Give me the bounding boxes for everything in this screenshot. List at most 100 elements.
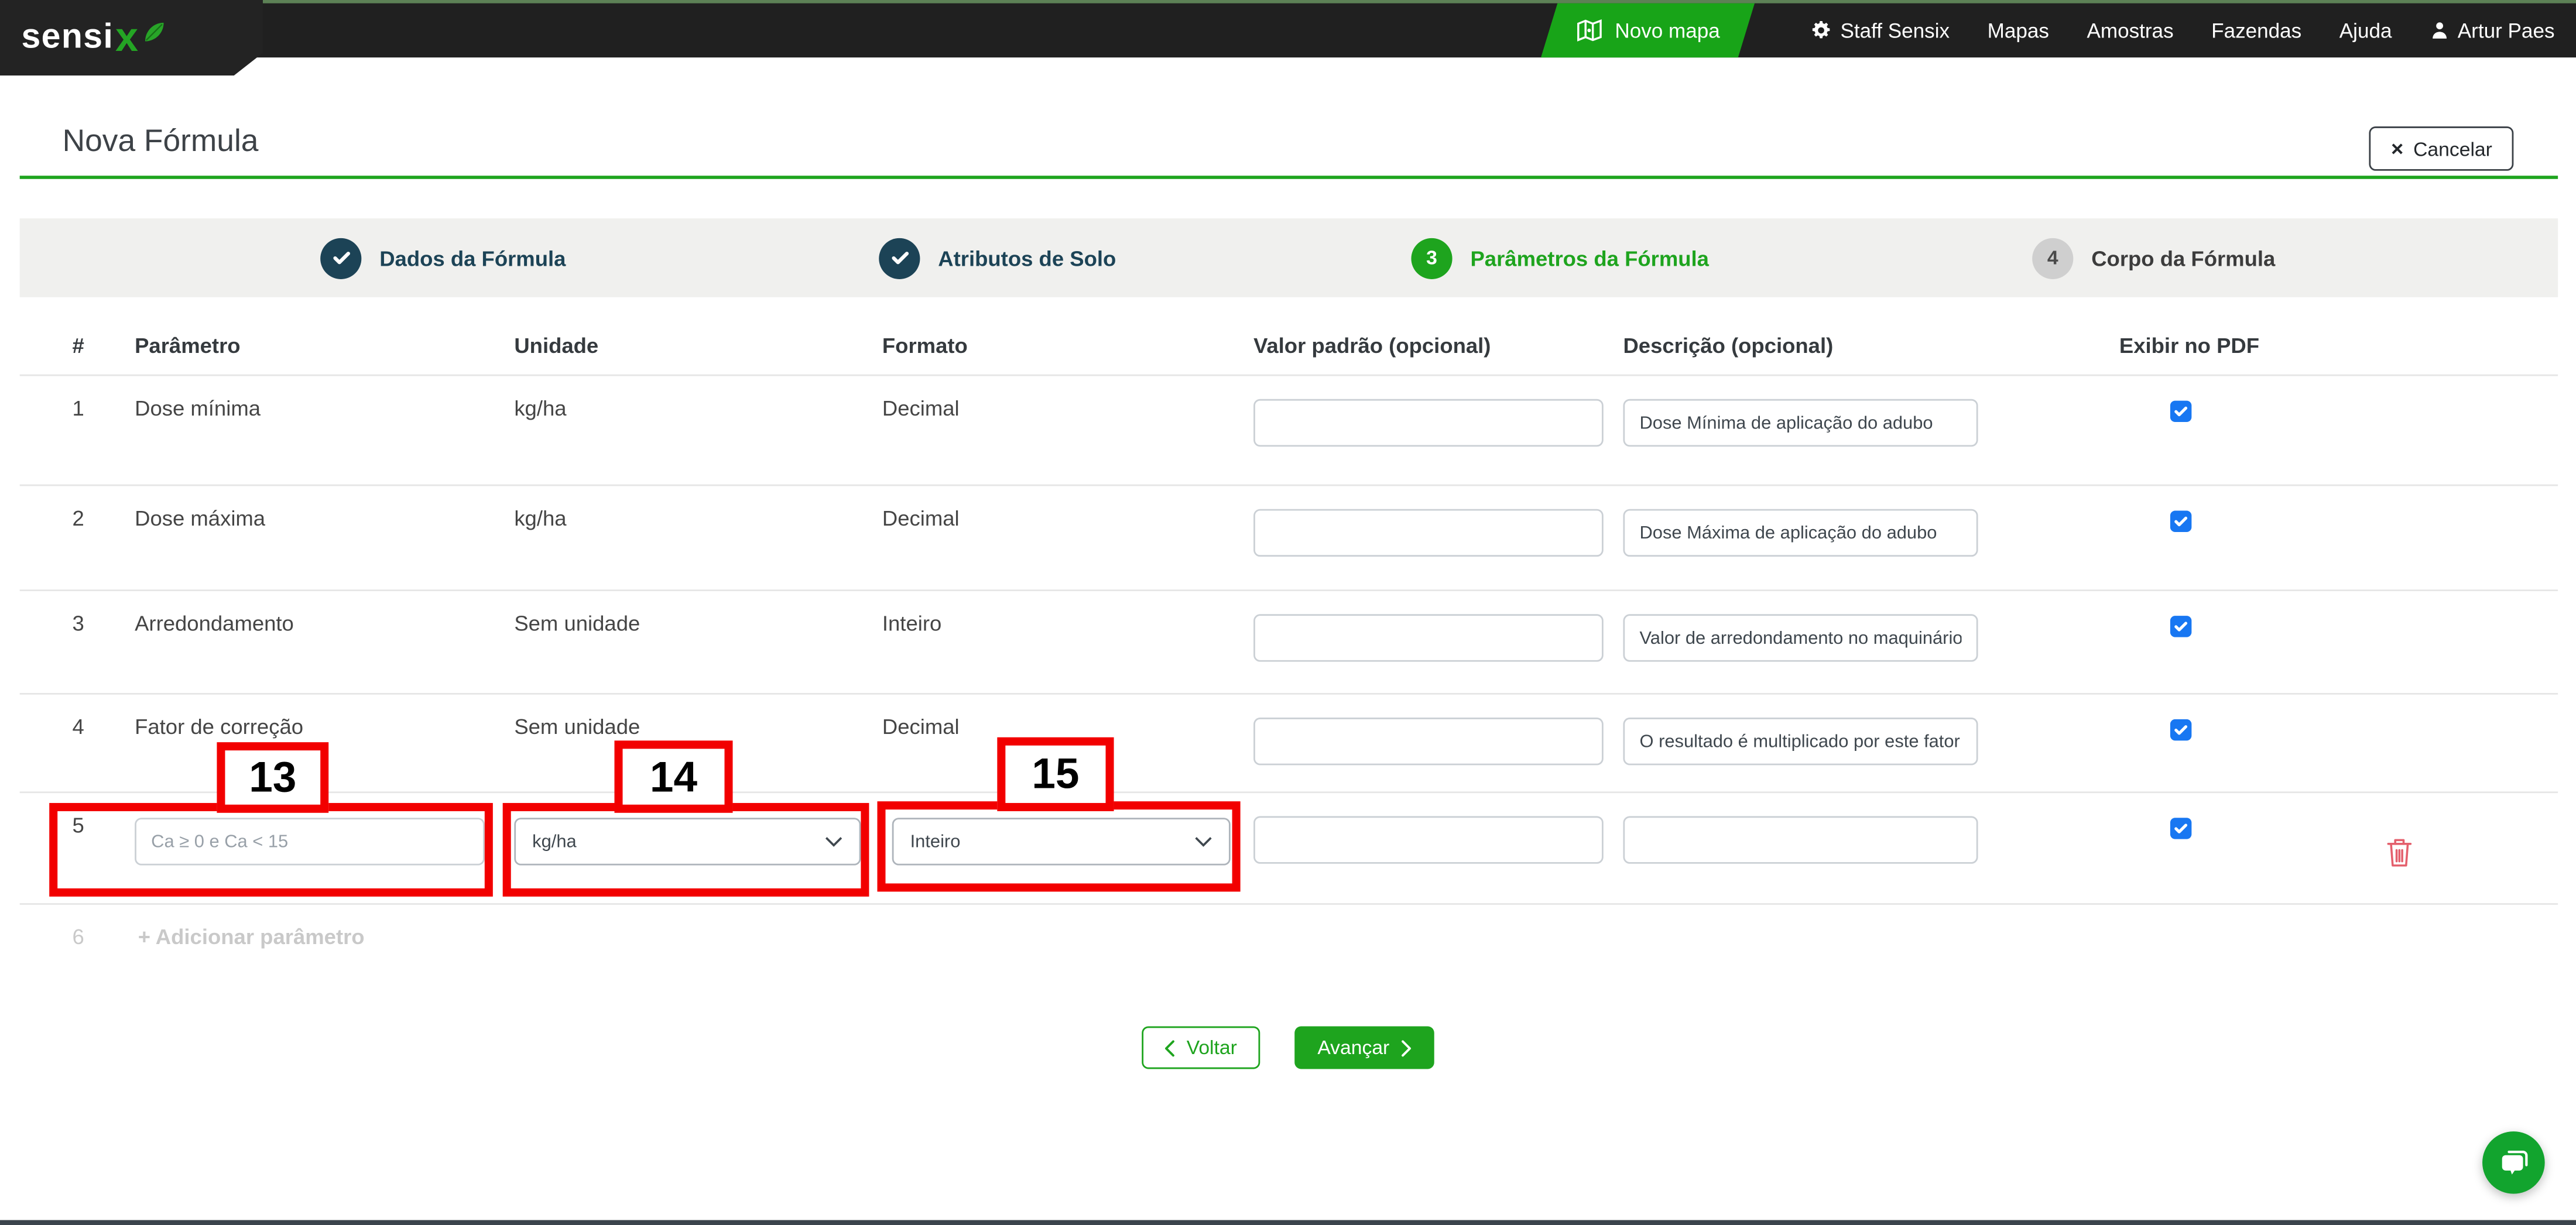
pdf-checkbox[interactable] <box>2170 510 2192 533</box>
param-unit: kg/ha <box>514 506 567 531</box>
add-parameter-button[interactable]: + Adicionar parâmetro <box>138 924 365 949</box>
map-icon <box>1576 18 1604 43</box>
description-input[interactable] <box>1623 399 1978 447</box>
logo-x: x <box>115 13 139 60</box>
param-unit: Sem unidade <box>514 610 640 636</box>
trash-icon[interactable] <box>2385 836 2413 869</box>
row-number: 1 <box>72 396 84 421</box>
chevron-right-icon <box>1401 1039 1411 1057</box>
nav-item-staff-sensix[interactable]: Staff Sensix <box>1811 19 1950 42</box>
nav-fazendas-label: Fazendas <box>2211 19 2302 42</box>
default-value-input[interactable] <box>1253 718 1604 766</box>
page-title: Nova Fórmula <box>62 125 259 160</box>
nav-item-user[interactable]: Artur Paes <box>2430 19 2555 42</box>
row-number: 3 <box>72 610 84 636</box>
col-header-num: # <box>72 333 84 358</box>
param-format: Decimal <box>882 506 960 531</box>
format-select[interactable]: Inteiro <box>892 818 1231 866</box>
param-unit: kg/ha <box>514 396 567 421</box>
chevron-down-icon <box>825 836 843 847</box>
col-header-parametro: Parâmetro <box>135 333 241 358</box>
cancel-button[interactable]: × Cancelar <box>2369 126 2514 171</box>
default-value-input[interactable] <box>1253 816 1604 864</box>
nav-item-ajuda[interactable]: Ajuda <box>2339 19 2392 42</box>
step-parametros-da-formula[interactable]: 3 Parâmetros da Fórmula <box>1411 218 1709 297</box>
table-row: 3 Arredondamento Sem unidade Inteiro <box>19 591 2558 695</box>
description-input[interactable] <box>1623 614 1978 662</box>
row-number: 2 <box>72 506 84 531</box>
description-input[interactable] <box>1623 816 1978 864</box>
param-unit: Sem unidade <box>514 714 640 739</box>
row-number: 5 <box>72 812 84 838</box>
top-navbar: Novo mapa Staff Sensix Mapas Amostras Fa… <box>0 0 2576 58</box>
step-corpo-da-formula[interactable]: 4 Corpo da Fórmula <box>2032 218 2275 297</box>
table-row-add: 6 + Adicionar parâmetro <box>20 905 2558 1007</box>
nav-item-fazendas[interactable]: Fazendas <box>2211 19 2301 42</box>
unit-select[interactable]: kg/ha <box>514 818 861 866</box>
pdf-checkbox[interactable] <box>2170 719 2192 741</box>
table-header-row: # Parâmetro Unidade Formato Valor padrão… <box>19 320 2558 376</box>
user-icon <box>2430 20 2450 41</box>
step-number: 3 <box>1411 237 1453 279</box>
cancel-label: Cancelar <box>2413 137 2492 160</box>
col-header-exibir-pdf: Exibir no PDF <box>2119 333 2260 358</box>
chat-bubble-icon <box>2496 1146 2531 1179</box>
parameters-table: # Parâmetro Unidade Formato Valor padrão… <box>19 320 2558 1007</box>
next-label: Avançar <box>1317 1036 1390 1059</box>
step-label: Parâmetros da Fórmula <box>1470 245 1709 270</box>
row-number: 6 <box>72 924 84 949</box>
next-button[interactable]: Avançar <box>1294 1026 1434 1069</box>
default-value-input[interactable] <box>1253 614 1604 662</box>
description-input[interactable] <box>1623 509 1978 557</box>
step-label: Dados da Fórmula <box>379 245 566 270</box>
param-format: Decimal <box>882 714 960 739</box>
param-name-input[interactable] <box>135 818 485 866</box>
default-value-input[interactable] <box>1253 509 1604 557</box>
param-name: Arredondamento <box>135 610 294 636</box>
nav-mapas-label: Mapas <box>1987 19 2049 42</box>
close-icon: × <box>2390 136 2404 161</box>
bottom-edge-strip <box>0 1220 2576 1225</box>
table-row: 2 Dose máxima kg/ha Decimal <box>19 486 2558 592</box>
chevron-left-icon <box>1165 1039 1175 1057</box>
step-atributos-de-solo[interactable]: Atributos de Solo <box>879 218 1116 297</box>
check-icon <box>320 237 362 279</box>
new-map-button[interactable]: Novo mapa <box>1541 3 1755 58</box>
new-map-label: Novo mapa <box>1615 19 1721 42</box>
logo-text: sensi <box>21 18 114 56</box>
gear-icon <box>1811 20 1832 41</box>
step-dados-da-formula[interactable]: Dados da Fórmula <box>320 218 566 297</box>
check-icon <box>879 237 920 279</box>
chat-launcher[interactable] <box>2482 1131 2545 1194</box>
chevron-down-icon <box>1194 836 1212 847</box>
step-label: Atributos de Solo <box>938 245 1116 270</box>
leaf-icon <box>142 19 168 43</box>
back-button[interactable]: Voltar <box>1142 1026 1260 1069</box>
nav-item-amostras[interactable]: Amostras <box>2087 19 2173 42</box>
sensix-logo[interactable]: sensi x <box>0 0 263 76</box>
back-label: Voltar <box>1186 1036 1237 1059</box>
row-number: 4 <box>72 714 84 739</box>
format-select-value: Inteiro <box>910 832 961 852</box>
nav-amostras-label: Amostras <box>2087 19 2174 42</box>
description-input[interactable] <box>1623 718 1978 766</box>
pdf-checkbox[interactable] <box>2170 616 2192 637</box>
wizard-footer: Voltar Avançar <box>0 1026 2576 1069</box>
pdf-checkbox[interactable] <box>2170 818 2192 839</box>
col-header-formato: Formato <box>882 333 968 358</box>
col-header-valor-padrao: Valor padrão (opcional) <box>1253 333 1491 358</box>
nav-staff-label: Staff Sensix <box>1840 19 1950 42</box>
step-label: Corpo da Fórmula <box>2091 245 2276 270</box>
table-row-editable: 5 kg/ha Inteiro <box>19 793 2558 905</box>
unit-select-value: kg/ha <box>532 832 577 852</box>
col-header-unidade: Unidade <box>514 333 599 358</box>
param-format: Inteiro <box>882 610 942 636</box>
default-value-input[interactable] <box>1253 399 1604 447</box>
param-format: Decimal <box>882 396 960 421</box>
pdf-checkbox[interactable] <box>2170 400 2192 423</box>
nav-item-mapas[interactable]: Mapas <box>1988 19 2049 42</box>
step-number: 4 <box>2032 237 2074 279</box>
nav-ajuda-label: Ajuda <box>2339 19 2392 42</box>
